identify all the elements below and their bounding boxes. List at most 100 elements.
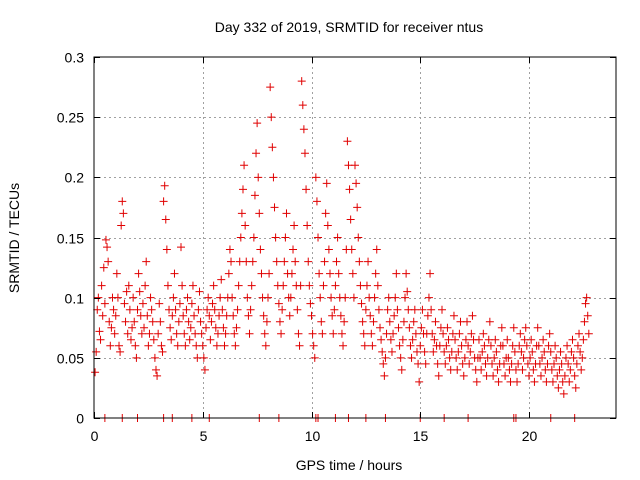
data-point — [538, 353, 547, 362]
data-point — [360, 341, 369, 350]
data-point — [372, 245, 381, 254]
data-point — [143, 311, 152, 320]
data-point — [460, 353, 469, 362]
data-point — [579, 335, 588, 344]
data-point — [441, 359, 450, 368]
data-point — [160, 181, 169, 190]
data-point — [300, 149, 309, 158]
data-point — [449, 311, 458, 320]
data-point — [154, 329, 163, 338]
data-point — [571, 383, 580, 392]
data-point — [200, 365, 209, 374]
data-point — [217, 275, 226, 284]
data-point — [256, 245, 265, 254]
data-point — [225, 245, 234, 254]
data-point — [477, 365, 486, 374]
data-point — [151, 365, 160, 374]
data-point — [289, 245, 298, 254]
data-point — [561, 353, 570, 362]
data-point — [297, 77, 306, 86]
data-point — [336, 311, 345, 320]
data-point — [181, 341, 190, 350]
data-point — [411, 329, 420, 338]
data-point — [380, 371, 389, 380]
data-point — [461, 335, 470, 344]
data-point — [426, 269, 435, 278]
data-point — [270, 203, 279, 212]
data-point — [415, 377, 424, 386]
data-point — [228, 293, 237, 302]
data-point — [166, 323, 175, 332]
data-point — [323, 221, 332, 230]
x-tick-label: 5 — [200, 428, 208, 444]
data-point — [517, 347, 526, 356]
data-point — [367, 329, 376, 338]
data-point — [341, 293, 350, 302]
data-point — [417, 323, 426, 332]
data-point — [499, 359, 508, 368]
data-point — [476, 353, 485, 362]
data-point — [554, 383, 563, 392]
data-point — [277, 329, 286, 338]
data-point — [267, 113, 276, 122]
data-point — [433, 359, 442, 368]
data-point — [241, 221, 250, 230]
data-point — [103, 243, 112, 252]
data-point — [232, 323, 241, 332]
data-point — [224, 269, 233, 278]
data-point — [337, 329, 346, 338]
data-point — [187, 299, 196, 308]
data-point — [330, 305, 339, 314]
data-point — [329, 329, 338, 338]
data-point — [488, 359, 497, 368]
data-point — [552, 353, 561, 362]
x-tick-label: 20 — [522, 428, 538, 444]
data-point — [568, 335, 577, 344]
data-point — [379, 359, 388, 368]
data-point — [197, 329, 206, 338]
data-point — [578, 353, 587, 362]
data-point — [386, 335, 395, 344]
data-point — [406, 341, 415, 350]
data-point — [492, 347, 501, 356]
data-point — [291, 257, 300, 266]
data-point — [478, 347, 487, 356]
x-axis-label: GPS time / hours — [296, 457, 403, 473]
data-point — [293, 305, 302, 314]
y-tick-label: 0.15 — [57, 231, 84, 247]
data-point — [264, 293, 272, 302]
data-point — [117, 221, 126, 230]
data-point — [536, 371, 545, 380]
data-point — [390, 311, 399, 320]
data-point — [438, 305, 446, 314]
y-tick-label: 0.1 — [65, 291, 85, 307]
data-point — [366, 311, 375, 320]
data-point — [331, 281, 340, 290]
data-point — [94, 293, 103, 302]
data-point — [497, 323, 506, 332]
data-point — [584, 329, 593, 338]
data-point — [421, 359, 430, 368]
data-point — [91, 368, 100, 377]
data-point — [106, 341, 115, 350]
data-point — [174, 317, 183, 326]
data-point — [281, 233, 290, 242]
data-point — [294, 329, 303, 338]
data-point — [172, 329, 181, 338]
data-point — [243, 293, 252, 302]
x-tick-label: 10 — [305, 428, 321, 444]
data-point — [378, 347, 387, 356]
data-point — [248, 257, 257, 266]
data-point — [498, 341, 507, 350]
data-point — [173, 341, 182, 350]
data-point — [403, 287, 412, 296]
data-point — [229, 311, 238, 320]
data-point — [282, 209, 291, 218]
y-tick-label: 0.3 — [65, 50, 85, 66]
data-point — [420, 347, 429, 356]
data-point — [405, 323, 414, 332]
data-point — [534, 341, 543, 350]
data-point — [107, 323, 116, 332]
